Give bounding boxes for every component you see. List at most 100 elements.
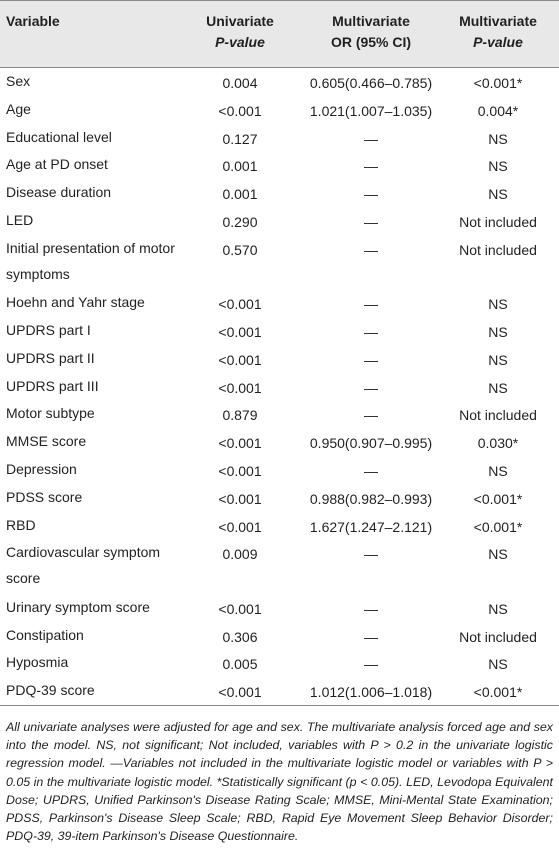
table-row: PDQ-39 score <0.001 1.012(1.006–1.018) <0.0… [0,677,559,705]
table-row: Motor subtype 0.879 — Not included [0,400,559,429]
cell-multivariate-or: — [364,600,378,617]
cell-univariate-p: 0.009 [222,546,258,563]
table-row: Age <0.001 1.021(1.007–1.035) 0.004* [0,96,559,124]
cell-univariate-p: <0.001 [218,379,262,396]
header-mp-line2: P-value [473,34,523,50]
cell-variable: Hyposmia [6,654,69,671]
cell-univariate-p: 0.290 [222,213,258,230]
cell-multivariate-p: Not included [459,407,537,424]
cell-multivariate-p: <0.001* [473,490,523,507]
header-variable: Variable [6,11,60,32]
cell-multivariate-or: 0.950(0.907–0.995) [309,435,433,452]
cell-univariate-p: <0.001 [218,462,262,479]
table-row: Constipation 0.306 — Not included [0,622,559,650]
table-row: Hyposmia 0.005 — NS [0,649,559,678]
cell-variable: Motor subtype [6,405,95,422]
cell-multivariate-or: — [364,186,378,203]
table-bottom-rule [0,704,559,706]
cell-variable: Urinary symptom score [6,598,150,615]
table-row: PDSS score <0.001 0.988(0.982–0.993) <0.001… [0,484,559,512]
cell-multivariate-p: Not included [459,213,537,230]
table-body: Sex 0.004 0.605(0.466–0.785) <0.001* Age <0.0… [0,68,559,705]
table-row: Disease duration 0.001 — NS [0,179,559,207]
table-row: Depression <0.001 — NS [0,456,559,484]
cell-multivariate-p: NS [488,546,508,563]
cell-univariate-p: <0.001 [218,296,262,313]
header-or-line2: OR (95% CI) [330,34,412,50]
cell-multivariate-p: Not included [459,241,537,258]
cell-variable: UPDRS part III [6,377,99,394]
cell-multivariate-p: NS [488,296,508,313]
cell-variable: Sex [6,73,31,89]
cell-univariate-p: 0.127 [222,130,258,147]
header-or-line1: Multivariate [332,13,410,29]
cell-univariate-p: <0.001 [218,518,262,535]
cell-univariate-p: 0.001 [222,186,258,203]
cell-multivariate-or: 1.021(1.007–1.035) [309,102,433,119]
cell-multivariate-or: — [364,296,378,313]
cell-variable: LED [6,211,34,228]
cell-multivariate-or: 0.988(0.982–0.993) [309,490,433,507]
cell-multivariate-or: — [364,379,378,396]
cell-multivariate-p: NS [488,379,508,396]
header-variable-label: Variable [6,13,60,29]
cell-variable: Age at PD onset [6,156,108,173]
cell-univariate-p: 0.879 [222,407,258,424]
cell-variable: MMSE score [6,433,87,450]
cell-multivariate-or: — [364,656,378,673]
cell-variable: UPDRS part I [6,321,91,338]
cell-multivariate-p: NS [488,600,508,617]
header-univariate-line1: Univariate [206,13,274,29]
table-row: Sex 0.004 0.605(0.466–0.785) <0.001* [0,68,559,96]
cell-variable: Hoehn and Yahr stage [6,294,145,311]
cell-variable: Disease duration [6,184,112,201]
cell-variable: Constipation [6,626,84,643]
header-mp-line1: Multivariate [459,13,537,29]
cell-multivariate-or: — [364,628,378,645]
header-univariate: Univariate P-value [192,11,288,53]
cell-univariate-p: <0.001 [218,600,262,617]
table-footnote: All univariate analyses were adjusted fo… [6,719,553,844]
cell-variable: RBD [6,516,36,533]
cell-univariate-p: 0.306 [222,628,258,645]
table-row: MMSE score <0.001 0.950(0.907–0.995) 0.030* [0,428,559,456]
header-multivariate-or: Multivariate OR (95% CI) [288,11,454,53]
table-row: Hoehn and Yahr stage <0.001 — NS [0,289,559,317]
cell-multivariate-or: — [364,213,378,230]
cell-multivariate-p: <0.001* [473,518,523,535]
cell-univariate-p: <0.001 [218,490,262,507]
cell-multivariate-or: 0.605(0.466–0.785) [309,75,433,91]
table-row: Educational level 0.127 — NS [0,124,559,152]
cell-multivariate-p: NS [488,130,508,147]
cell-variable: Educational level [6,128,112,145]
cell-variable: UPDRS part II [6,349,95,366]
cell-multivariate-p: NS [488,462,508,479]
cell-multivariate-p: Not included [459,628,537,645]
cell-multivariate-or: — [364,351,378,368]
cell-univariate-p: <0.001 [218,435,262,452]
cell-multivariate-or: — [364,323,378,340]
cell-multivariate-or: — [364,130,378,147]
table-header: Variable Univariate P-value Multivariate… [0,0,559,68]
table-row: Cardiovascular symptom score 0.009 — NS [0,539,559,594]
table-row: UPDRS part III <0.001 — NS [0,373,559,401]
cell-multivariate-or: — [364,462,378,479]
cell-variable: Initial presentation of motor symptoms [6,239,175,282]
cell-univariate-p: 0.005 [222,656,258,673]
cell-multivariate-or: — [364,407,378,424]
cell-multivariate-p: <0.001* [473,684,523,701]
cell-multivariate-or: 1.627(1.247–2.121) [309,518,433,535]
cell-multivariate-or: 1.012(1.006–1.018) [309,684,433,701]
cell-univariate-p: <0.001 [218,102,262,119]
table-row: Urinary symptom score <0.001 — NS [0,594,559,622]
cell-multivariate-or: — [364,546,378,563]
table-row: Age at PD onset 0.001 — NS [0,151,559,180]
table-row: LED 0.290 — Not included [0,207,559,235]
cell-variable: Depression [6,460,77,477]
cell-multivariate-p: NS [488,656,508,673]
header-multivariate-p: Multivariate P-value [437,11,559,53]
cell-univariate-p: <0.001 [218,323,262,340]
cell-multivariate-or: — [364,158,378,175]
cell-multivariate-p: 0.004* [477,102,519,119]
